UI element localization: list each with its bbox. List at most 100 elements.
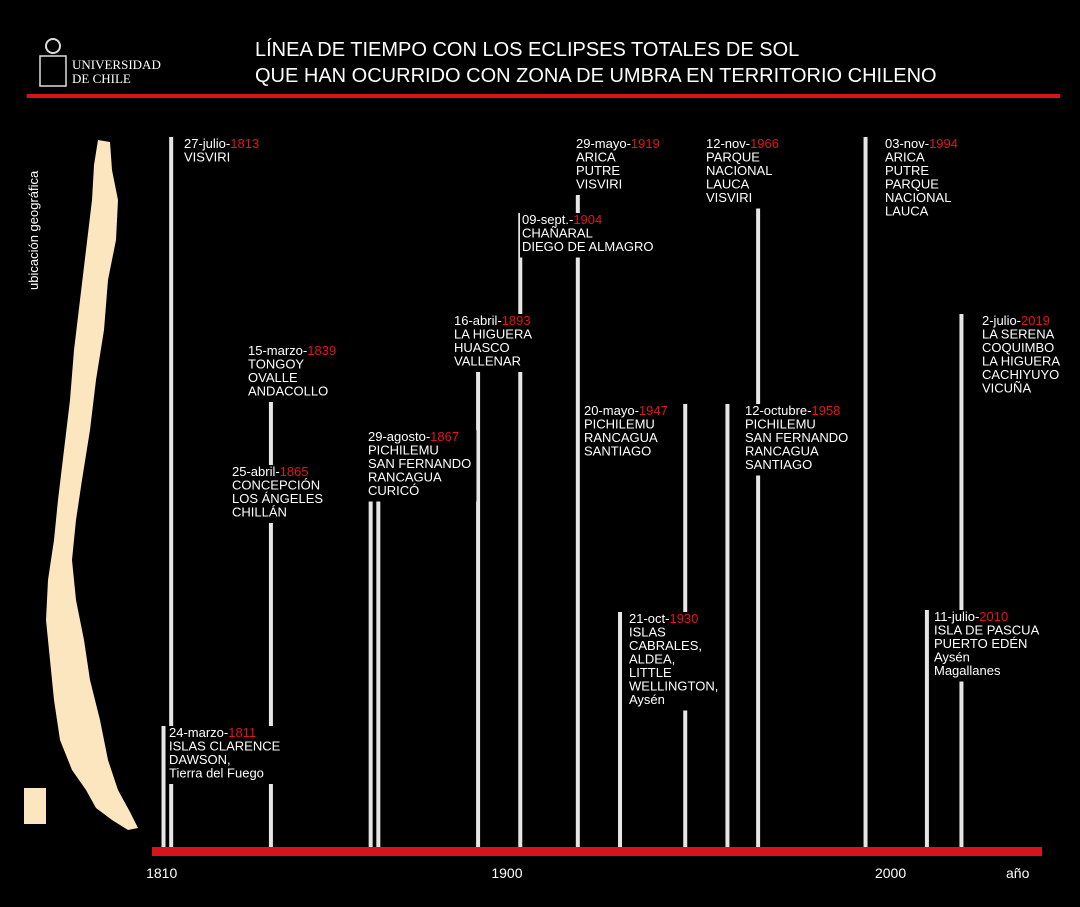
year: 2019 [1021, 313, 1050, 328]
event-date: 29-agosto-1867 [368, 429, 459, 444]
label-bg [582, 404, 678, 462]
place: CACHIYUYO [982, 367, 1059, 382]
event-date: 12-octubre-1958 [745, 403, 840, 418]
year: 1947 [639, 403, 668, 418]
event-date: 03-nov-1994 [885, 136, 958, 151]
event-date: 16-abril-1893 [454, 313, 531, 328]
place: OVALLE [248, 370, 298, 385]
place: SAN FERNANDO [368, 456, 471, 471]
event-date: 24-marzo-1811 [169, 725, 256, 740]
header-rule [27, 94, 1060, 98]
event-date: 09-sept.-1904 [522, 212, 602, 227]
place: SANTIAGO [584, 444, 651, 459]
place: CURICÓ [368, 483, 419, 498]
place: PUERTO EDÉN [934, 636, 1027, 651]
place: PICHILEMU [368, 443, 439, 458]
date: 20-mayo- [584, 403, 639, 418]
place: PICHILEMU [745, 417, 816, 432]
label-bg [182, 137, 285, 168]
event-line [725, 404, 730, 848]
date: 25-abril- [232, 464, 280, 479]
x-tick-label: 1900 [491, 865, 522, 881]
place: LA HIGUERA [454, 327, 532, 342]
place: VISVIRI [184, 150, 230, 165]
label-bg [932, 610, 1043, 682]
event-line [618, 612, 623, 848]
place: VICUÑA [982, 381, 1031, 396]
date: 11-julio- [934, 609, 979, 624]
place: CONCEPCIÓN [232, 478, 320, 493]
year: 1865 [280, 464, 309, 479]
place: Aysén [629, 692, 665, 707]
year: 1893 [502, 313, 531, 328]
place: ARICA [576, 150, 616, 165]
date: 21-oct- [629, 611, 669, 626]
place: ALDEA, [629, 652, 675, 667]
place: ANDACOLLO [248, 384, 328, 399]
place: NACIONAL [885, 190, 951, 205]
x-tick-label: 1810 [146, 865, 177, 881]
place: CHAÑARAL [522, 226, 593, 241]
place: RANCAGUA [368, 470, 442, 485]
event-date: 25-abril-1865 [232, 464, 309, 479]
event-line [756, 137, 761, 848]
place: PUTRE [576, 163, 620, 178]
label-bg [980, 314, 1076, 399]
place: CHILLÁN [232, 505, 287, 520]
place: DIEGO DE ALMAGRO [522, 239, 653, 254]
label-bg [520, 213, 646, 258]
place: PUTRE [885, 163, 929, 178]
date: 24-marzo- [169, 725, 228, 740]
date: 12-octubre- [745, 403, 811, 418]
title: QUE HAN OCURRIDO CON ZONA DE UMBRA EN TE… [255, 65, 937, 87]
event-date: 20-mayo-1947 [584, 403, 668, 418]
place: PARQUE [706, 150, 760, 165]
place: RANCAGUA [584, 430, 658, 445]
place: LAUCA [885, 204, 929, 219]
place: VALLENAR [454, 354, 521, 369]
event-line [518, 213, 523, 848]
year: 1813 [230, 136, 259, 151]
event-line [169, 137, 174, 848]
event-line [368, 465, 373, 848]
place: ISLAS [629, 625, 666, 640]
label-bg [883, 137, 971, 222]
place: Aysén [934, 650, 970, 665]
date: 2-julio- [982, 313, 1021, 328]
event-date: 12-nov-1966 [706, 136, 779, 151]
label-bg [246, 344, 349, 402]
place: WELLINGTON, [629, 679, 718, 694]
date: 29-agosto- [368, 429, 430, 444]
x-tick-label: 2000 [875, 865, 906, 881]
year: 1994 [929, 136, 958, 151]
place: CABRALES, [629, 638, 702, 653]
event-date: 27-julio-1813 [184, 136, 259, 151]
label-bg [743, 404, 861, 476]
event-date: 11-julio-2010 [934, 609, 1008, 624]
label-bg [167, 726, 293, 784]
date: 27-julio- [184, 136, 230, 151]
label-bg [574, 137, 670, 195]
year: 1904 [573, 212, 602, 227]
date: 15-marzo- [248, 343, 307, 358]
year: 2010 [979, 609, 1008, 624]
label-bg [704, 137, 792, 209]
event-line [959, 314, 964, 848]
event-date: 29-mayo-1919 [576, 136, 660, 151]
place: Magallanes [934, 663, 1001, 678]
axis-unit: año [1006, 865, 1030, 881]
place: LITTLE [629, 665, 672, 680]
place: HUASCO [454, 340, 510, 355]
date: 03-nov- [885, 136, 929, 151]
place: PICHILEMU [584, 417, 655, 432]
event-line [863, 137, 868, 848]
place: SAN FERNANDO [745, 430, 848, 445]
place: PARQUE [885, 177, 939, 192]
place: SANTIAGO [745, 457, 812, 472]
logo-text: DE CHILE [72, 71, 131, 86]
title: LÍNEA DE TIEMPO CON LOS ECLIPSES TOTALES… [255, 38, 799, 61]
place: VISVIRI [576, 177, 622, 192]
event-line [376, 430, 381, 848]
date: 09-sept.- [522, 212, 573, 227]
